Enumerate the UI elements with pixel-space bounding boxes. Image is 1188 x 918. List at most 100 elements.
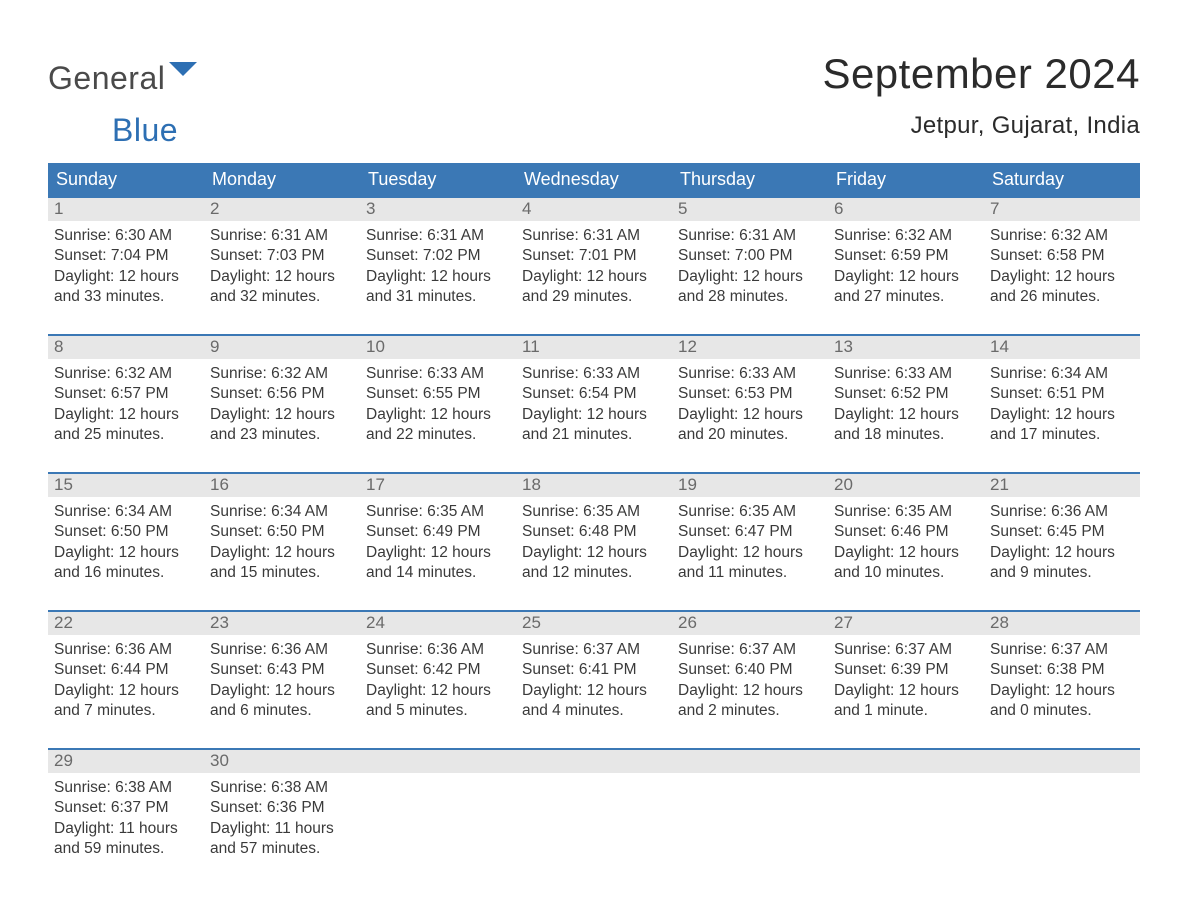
daylight-line: Daylight: 11 hours and 59 minutes. <box>54 819 198 860</box>
daylight-line: Daylight: 12 hours and 29 minutes. <box>522 267 666 308</box>
daylight-line: Daylight: 12 hours and 18 minutes. <box>834 405 978 446</box>
day-cell: 23Sunrise: 6:36 AMSunset: 6:43 PMDayligh… <box>204 612 360 730</box>
day-info: Sunrise: 6:32 AMSunset: 6:58 PMDaylight:… <box>984 221 1140 312</box>
sunset-line: Sunset: 7:02 PM <box>366 246 510 266</box>
sunrise-line: Sunrise: 6:37 AM <box>522 640 666 660</box>
day-cell: 1Sunrise: 6:30 AMSunset: 7:04 PMDaylight… <box>48 198 204 316</box>
day-number: 8 <box>48 336 204 359</box>
sunset-line: Sunset: 6:53 PM <box>678 384 822 404</box>
sunrise-line: Sunrise: 6:31 AM <box>522 226 666 246</box>
day-number: 28 <box>984 612 1140 635</box>
sunrise-line: Sunrise: 6:37 AM <box>678 640 822 660</box>
daylight-line: Daylight: 12 hours and 4 minutes. <box>522 681 666 722</box>
day-info: Sunrise: 6:34 AMSunset: 6:50 PMDaylight:… <box>48 497 204 588</box>
day-cell <box>516 750 672 868</box>
daylight-line: Daylight: 12 hours and 21 minutes. <box>522 405 666 446</box>
sunset-line: Sunset: 6:37 PM <box>54 798 198 818</box>
weekday-header-cell: Monday <box>204 163 360 196</box>
sunrise-line: Sunrise: 6:36 AM <box>54 640 198 660</box>
day-number: 17 <box>360 474 516 497</box>
daylight-line: Daylight: 12 hours and 31 minutes. <box>366 267 510 308</box>
day-number: 11 <box>516 336 672 359</box>
sunset-line: Sunset: 6:55 PM <box>366 384 510 404</box>
day-info: Sunrise: 6:35 AMSunset: 6:46 PMDaylight:… <box>828 497 984 588</box>
weekday-header-row: SundayMondayTuesdayWednesdayThursdayFrid… <box>48 163 1140 196</box>
sunrise-line: Sunrise: 6:33 AM <box>678 364 822 384</box>
day-info: Sunrise: 6:31 AMSunset: 7:01 PMDaylight:… <box>516 221 672 312</box>
brand-flag-icon <box>169 62 197 82</box>
day-info: Sunrise: 6:38 AMSunset: 6:37 PMDaylight:… <box>48 773 204 864</box>
day-number <box>984 750 1140 773</box>
day-info: Sunrise: 6:36 AMSunset: 6:44 PMDaylight:… <box>48 635 204 726</box>
sunrise-line: Sunrise: 6:37 AM <box>990 640 1134 660</box>
day-info: Sunrise: 6:33 AMSunset: 6:53 PMDaylight:… <box>672 359 828 450</box>
day-info: Sunrise: 6:33 AMSunset: 6:54 PMDaylight:… <box>516 359 672 450</box>
day-number: 7 <box>984 198 1140 221</box>
daylight-line: Daylight: 12 hours and 5 minutes. <box>366 681 510 722</box>
day-cell: 13Sunrise: 6:33 AMSunset: 6:52 PMDayligh… <box>828 336 984 454</box>
sunrise-line: Sunrise: 6:34 AM <box>54 502 198 522</box>
day-number: 13 <box>828 336 984 359</box>
daylight-line: Daylight: 12 hours and 7 minutes. <box>54 681 198 722</box>
sunrise-line: Sunrise: 6:33 AM <box>522 364 666 384</box>
sunrise-line: Sunrise: 6:38 AM <box>210 778 354 798</box>
sunset-line: Sunset: 6:38 PM <box>990 660 1134 680</box>
day-info: Sunrise: 6:38 AMSunset: 6:36 PMDaylight:… <box>204 773 360 864</box>
day-cell: 14Sunrise: 6:34 AMSunset: 6:51 PMDayligh… <box>984 336 1140 454</box>
day-number: 6 <box>828 198 984 221</box>
sunset-line: Sunset: 6:49 PM <box>366 522 510 542</box>
week-row: 22Sunrise: 6:36 AMSunset: 6:44 PMDayligh… <box>48 610 1140 730</box>
daylight-line: Daylight: 12 hours and 1 minute. <box>834 681 978 722</box>
day-cell: 7Sunrise: 6:32 AMSunset: 6:58 PMDaylight… <box>984 198 1140 316</box>
sunset-line: Sunset: 6:36 PM <box>210 798 354 818</box>
sunrise-line: Sunrise: 6:36 AM <box>990 502 1134 522</box>
sunrise-line: Sunrise: 6:33 AM <box>366 364 510 384</box>
brand-logo: General <box>48 50 197 97</box>
day-cell: 11Sunrise: 6:33 AMSunset: 6:54 PMDayligh… <box>516 336 672 454</box>
sunset-line: Sunset: 6:44 PM <box>54 660 198 680</box>
brand-text-general: General <box>48 60 165 97</box>
day-number: 26 <box>672 612 828 635</box>
sunset-line: Sunset: 6:41 PM <box>522 660 666 680</box>
sunrise-line: Sunrise: 6:31 AM <box>366 226 510 246</box>
week-row: 29Sunrise: 6:38 AMSunset: 6:37 PMDayligh… <box>48 748 1140 868</box>
day-number: 1 <box>48 198 204 221</box>
day-cell <box>828 750 984 868</box>
day-cell: 20Sunrise: 6:35 AMSunset: 6:46 PMDayligh… <box>828 474 984 592</box>
day-number: 22 <box>48 612 204 635</box>
weekday-header-cell: Tuesday <box>360 163 516 196</box>
sunset-line: Sunset: 6:59 PM <box>834 246 978 266</box>
daylight-line: Daylight: 12 hours and 33 minutes. <box>54 267 198 308</box>
day-cell: 21Sunrise: 6:36 AMSunset: 6:45 PMDayligh… <box>984 474 1140 592</box>
day-cell: 25Sunrise: 6:37 AMSunset: 6:41 PMDayligh… <box>516 612 672 730</box>
day-cell: 15Sunrise: 6:34 AMSunset: 6:50 PMDayligh… <box>48 474 204 592</box>
brand-text-blue: Blue <box>48 112 178 148</box>
day-info: Sunrise: 6:33 AMSunset: 6:55 PMDaylight:… <box>360 359 516 450</box>
day-cell: 6Sunrise: 6:32 AMSunset: 6:59 PMDaylight… <box>828 198 984 316</box>
sunrise-line: Sunrise: 6:34 AM <box>210 502 354 522</box>
daylight-line: Daylight: 12 hours and 9 minutes. <box>990 543 1134 584</box>
day-number: 20 <box>828 474 984 497</box>
day-number <box>360 750 516 773</box>
day-info: Sunrise: 6:31 AMSunset: 7:03 PMDaylight:… <box>204 221 360 312</box>
daylight-line: Daylight: 12 hours and 14 minutes. <box>366 543 510 584</box>
sunrise-line: Sunrise: 6:35 AM <box>834 502 978 522</box>
day-number: 12 <box>672 336 828 359</box>
day-info: Sunrise: 6:31 AMSunset: 7:00 PMDaylight:… <box>672 221 828 312</box>
daylight-line: Daylight: 12 hours and 2 minutes. <box>678 681 822 722</box>
day-info: Sunrise: 6:36 AMSunset: 6:42 PMDaylight:… <box>360 635 516 726</box>
sunset-line: Sunset: 6:40 PM <box>678 660 822 680</box>
sunrise-line: Sunrise: 6:38 AM <box>54 778 198 798</box>
sunset-line: Sunset: 6:47 PM <box>678 522 822 542</box>
title-block: September 2024 Jetpur, Gujarat, India <box>822 50 1140 140</box>
day-info: Sunrise: 6:37 AMSunset: 6:40 PMDaylight:… <box>672 635 828 726</box>
day-number: 16 <box>204 474 360 497</box>
day-cell: 12Sunrise: 6:33 AMSunset: 6:53 PMDayligh… <box>672 336 828 454</box>
sunset-line: Sunset: 6:45 PM <box>990 522 1134 542</box>
day-cell: 24Sunrise: 6:36 AMSunset: 6:42 PMDayligh… <box>360 612 516 730</box>
sunset-line: Sunset: 6:57 PM <box>54 384 198 404</box>
sunset-line: Sunset: 6:43 PM <box>210 660 354 680</box>
day-cell: 9Sunrise: 6:32 AMSunset: 6:56 PMDaylight… <box>204 336 360 454</box>
sunrise-line: Sunrise: 6:32 AM <box>210 364 354 384</box>
sunrise-line: Sunrise: 6:33 AM <box>834 364 978 384</box>
